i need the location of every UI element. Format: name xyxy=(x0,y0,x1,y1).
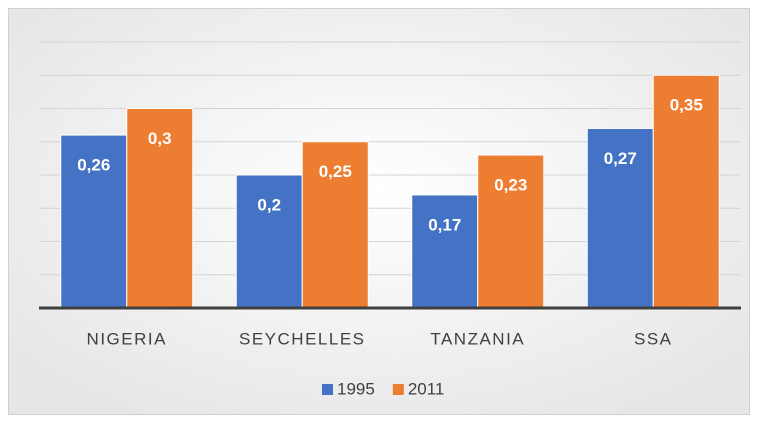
x-tick-label: SEYCHELLES xyxy=(239,329,366,348)
data-label: 0,35 xyxy=(670,96,703,115)
data-label: 0,2 xyxy=(257,195,281,214)
data-label: 0,23 xyxy=(494,176,527,195)
bar xyxy=(411,194,479,309)
x-tick-label: SSA xyxy=(634,329,673,348)
legend-swatch xyxy=(322,384,333,395)
x-tick-label: TANZANIA xyxy=(430,329,525,348)
x-tick-label: NIGERIA xyxy=(87,329,167,348)
data-label: 0,3 xyxy=(148,129,172,148)
legend-label: 1995 xyxy=(337,379,375,398)
data-label: 0,17 xyxy=(428,215,461,234)
legend-swatch xyxy=(392,384,404,395)
bar xyxy=(586,127,654,309)
data-label: 0,25 xyxy=(319,162,352,181)
legend-label: 2011 xyxy=(408,379,445,398)
bar xyxy=(652,74,720,309)
bar xyxy=(477,154,545,309)
data-label: 0,27 xyxy=(604,149,637,168)
data-label: 0,26 xyxy=(77,156,110,175)
